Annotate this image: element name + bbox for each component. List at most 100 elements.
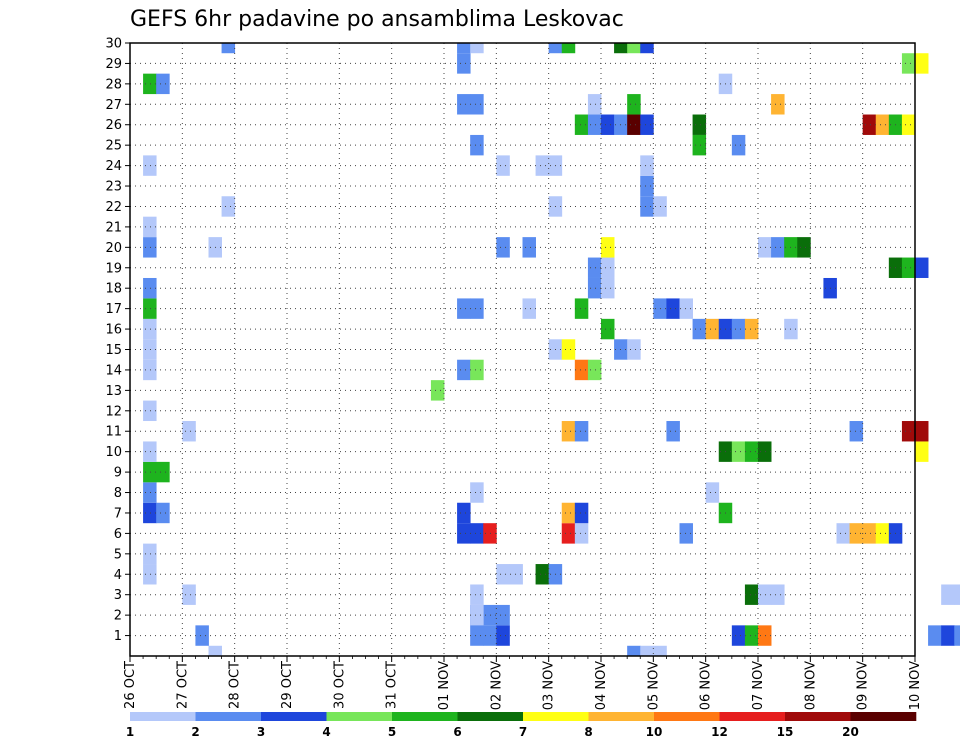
heatmap-cell	[601, 114, 615, 135]
x-tick-label: 05 NOV	[646, 661, 661, 710]
heatmap-cell	[587, 94, 602, 115]
y-tick-label: 20	[105, 241, 122, 256]
heatmap-cell	[522, 237, 536, 258]
heatmap-cell	[143, 482, 157, 503]
heatmap-cell	[901, 114, 916, 135]
x-tick-label: 06 NOV	[699, 661, 714, 710]
x-tick-label: 01 NOV	[437, 661, 452, 710]
heatmap-cell	[182, 421, 196, 442]
heatmap-cell	[875, 114, 890, 135]
heatmap-cell	[862, 114, 877, 135]
heatmap-cell	[692, 134, 707, 156]
y-tick-label: 14	[105, 363, 122, 378]
heatmap-cell	[875, 523, 890, 544]
y-tick-label: 24	[105, 159, 122, 174]
heatmap-cell	[666, 421, 680, 442]
x-tick-label: 30 OCT	[332, 661, 347, 709]
heatmap-cell	[561, 43, 576, 54]
heatmap-cell	[587, 257, 602, 278]
heatmap-cell	[470, 43, 484, 54]
y-tick-label: 2	[114, 609, 122, 624]
heatmap-cell	[509, 564, 523, 585]
x-tick-label: 08 NOV	[803, 661, 818, 710]
x-tick-label: 26 OCT	[123, 661, 138, 709]
heatmap-cell	[797, 237, 811, 258]
heatmap-cell	[758, 441, 772, 462]
heatmap-cell	[915, 257, 929, 278]
heatmap-cell	[143, 359, 157, 381]
heatmap-cell	[915, 421, 929, 442]
x-tick-label: 03 NOV	[542, 661, 557, 710]
heatmap-cell	[470, 134, 484, 156]
legend-swatch	[326, 712, 393, 721]
heatmap-cell	[705, 482, 720, 503]
legend-label: 12	[711, 725, 728, 739]
y-tick-label: 9	[114, 466, 122, 481]
heatmap-cell	[627, 114, 641, 135]
y-tick-label: 11	[105, 425, 122, 440]
heatmap-cell	[496, 564, 510, 585]
x-tick-label: 07 NOV	[751, 661, 766, 710]
heatmap-cell	[156, 502, 170, 524]
heatmap-cell	[601, 237, 615, 258]
heatmap-cell	[705, 318, 720, 340]
legend-swatch	[392, 712, 458, 721]
heatmap-cell	[758, 625, 772, 646]
y-tick-label: 4	[114, 568, 122, 583]
legend-label: 5	[388, 725, 396, 739]
heatmap-cell	[574, 502, 589, 524]
heatmap-cell	[587, 359, 602, 381]
heatmap-cell	[221, 43, 236, 54]
heatmap-cell	[457, 359, 471, 381]
heatmap-cell	[221, 196, 236, 217]
heatmap-cell	[587, 277, 602, 299]
heatmap-cell	[470, 298, 484, 319]
heatmap-cell	[731, 441, 746, 462]
heatmap-cell	[640, 114, 654, 135]
y-tick-label: 22	[105, 200, 122, 215]
heatmap-cell	[457, 523, 471, 544]
heatmap-cell	[587, 114, 602, 135]
heatmap-cell	[901, 53, 916, 74]
legend-swatch	[719, 712, 786, 721]
y-tick-label: 26	[105, 118, 122, 133]
heatmap-cell	[208, 645, 222, 656]
heatmap-cell	[915, 53, 929, 74]
heatmap-cell	[143, 216, 157, 238]
heatmap-cell	[470, 625, 484, 646]
y-tick-label: 23	[105, 180, 122, 195]
y-axis: 1234567891011121314151617181920212223242…	[105, 37, 130, 644]
heatmap-cell	[954, 625, 960, 646]
heatmap-cell	[574, 523, 589, 544]
heatmap-cell	[574, 298, 589, 319]
heatmap-cell	[470, 359, 484, 381]
heatmap-cell	[561, 502, 576, 524]
legend-label: 2	[191, 725, 199, 739]
y-tick-label: 25	[105, 139, 122, 154]
heatmap-cell	[457, 298, 471, 319]
heatmap-cell	[143, 298, 157, 319]
heatmap-cell	[640, 645, 654, 656]
heatmap-cell	[731, 625, 746, 646]
y-tick-label: 19	[105, 261, 122, 276]
heatmap-cell	[457, 53, 471, 74]
heatmap-cell	[143, 400, 157, 422]
heatmap-cell	[535, 155, 550, 176]
legend-swatch	[261, 712, 327, 721]
heatmap-cell	[470, 523, 484, 544]
heatmap-cell	[941, 625, 955, 646]
legend-swatch	[654, 712, 720, 721]
heatmap-cell	[928, 625, 942, 646]
heatmap-cell	[954, 584, 960, 605]
heatmap-cell	[627, 43, 641, 54]
y-tick-label: 1	[114, 629, 122, 644]
heatmap-cell	[627, 339, 641, 360]
legend-swatch	[195, 712, 262, 721]
heatmap-cell	[744, 584, 759, 605]
heatmap-cell	[457, 502, 471, 524]
heatmap-cell	[496, 604, 510, 626]
heatmap-cell	[182, 584, 196, 605]
heatmap-cell	[143, 543, 157, 565]
heatmap-cell	[496, 237, 510, 258]
